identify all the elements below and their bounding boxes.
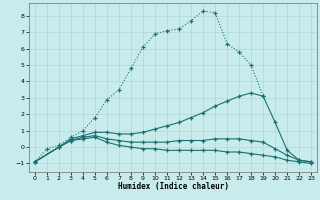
X-axis label: Humidex (Indice chaleur): Humidex (Indice chaleur) bbox=[117, 182, 228, 191]
